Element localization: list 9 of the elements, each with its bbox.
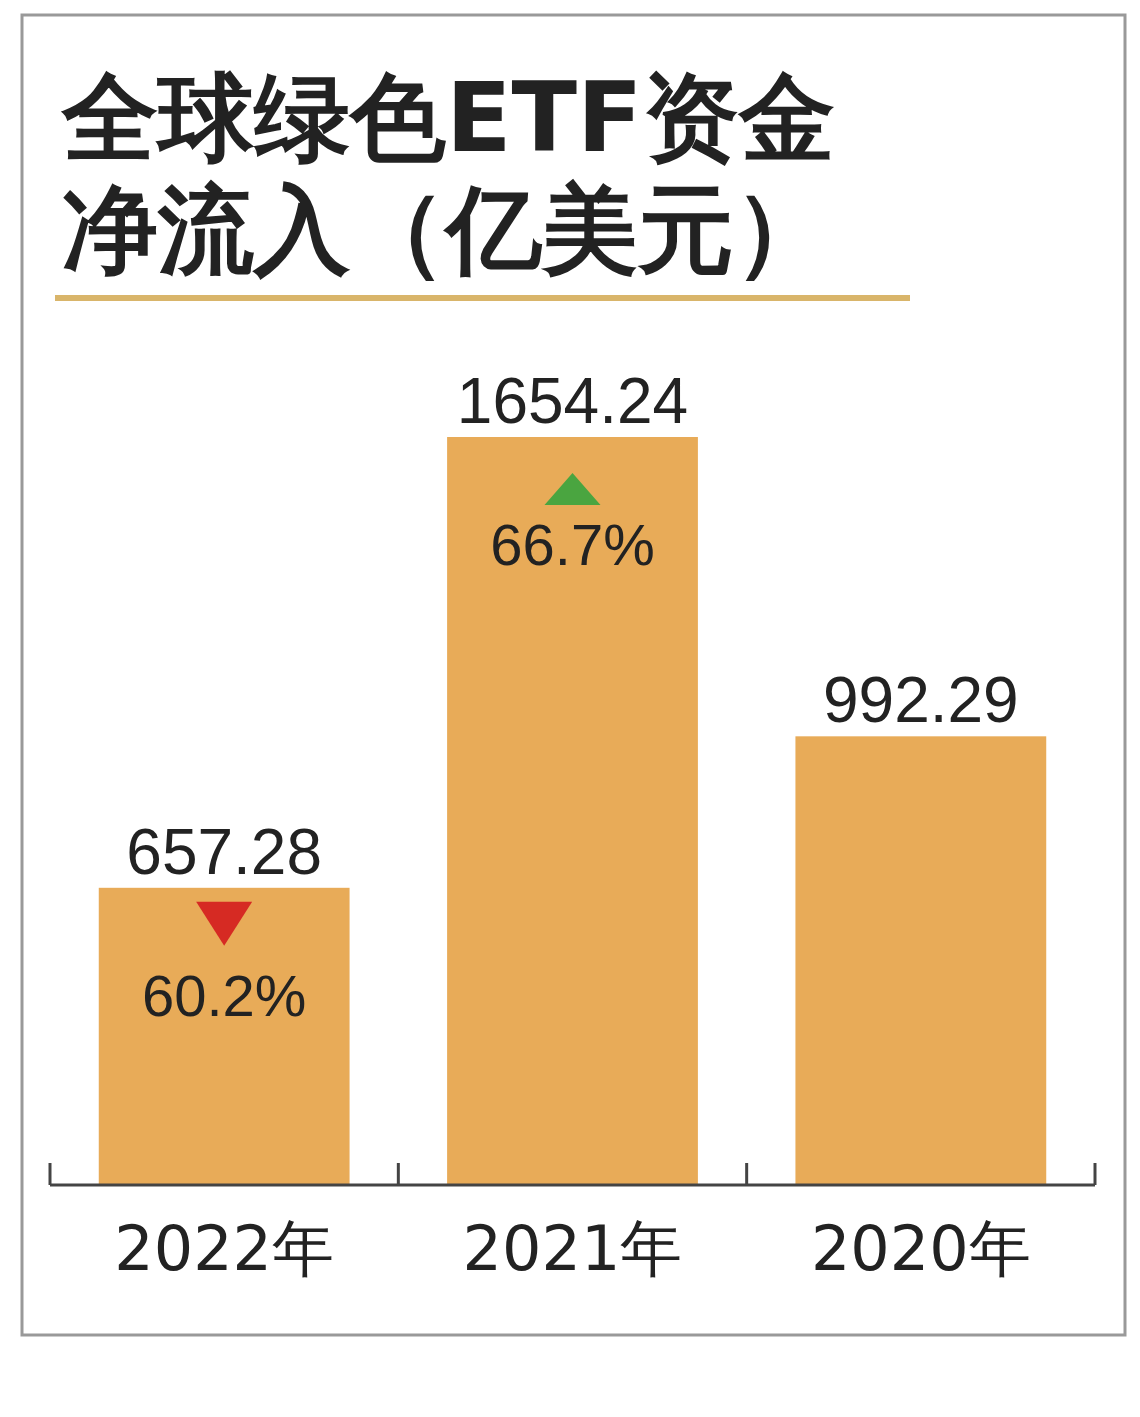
chart-title: 全球绿色ETF资金净流入（亿美元） <box>62 62 836 286</box>
x-tick-label: 2020年 <box>810 1212 1031 1285</box>
annotation: 60.2% <box>141 962 307 1028</box>
data-label: 1654.24 <box>456 365 689 437</box>
data-label: 657.28 <box>126 815 323 888</box>
data-label: 992.29 <box>822 664 1019 737</box>
annotation: 66.7% <box>490 512 655 577</box>
x-tick-label: 2021年 <box>462 1212 683 1285</box>
x-tick-label: 2022年 <box>114 1212 335 1285</box>
